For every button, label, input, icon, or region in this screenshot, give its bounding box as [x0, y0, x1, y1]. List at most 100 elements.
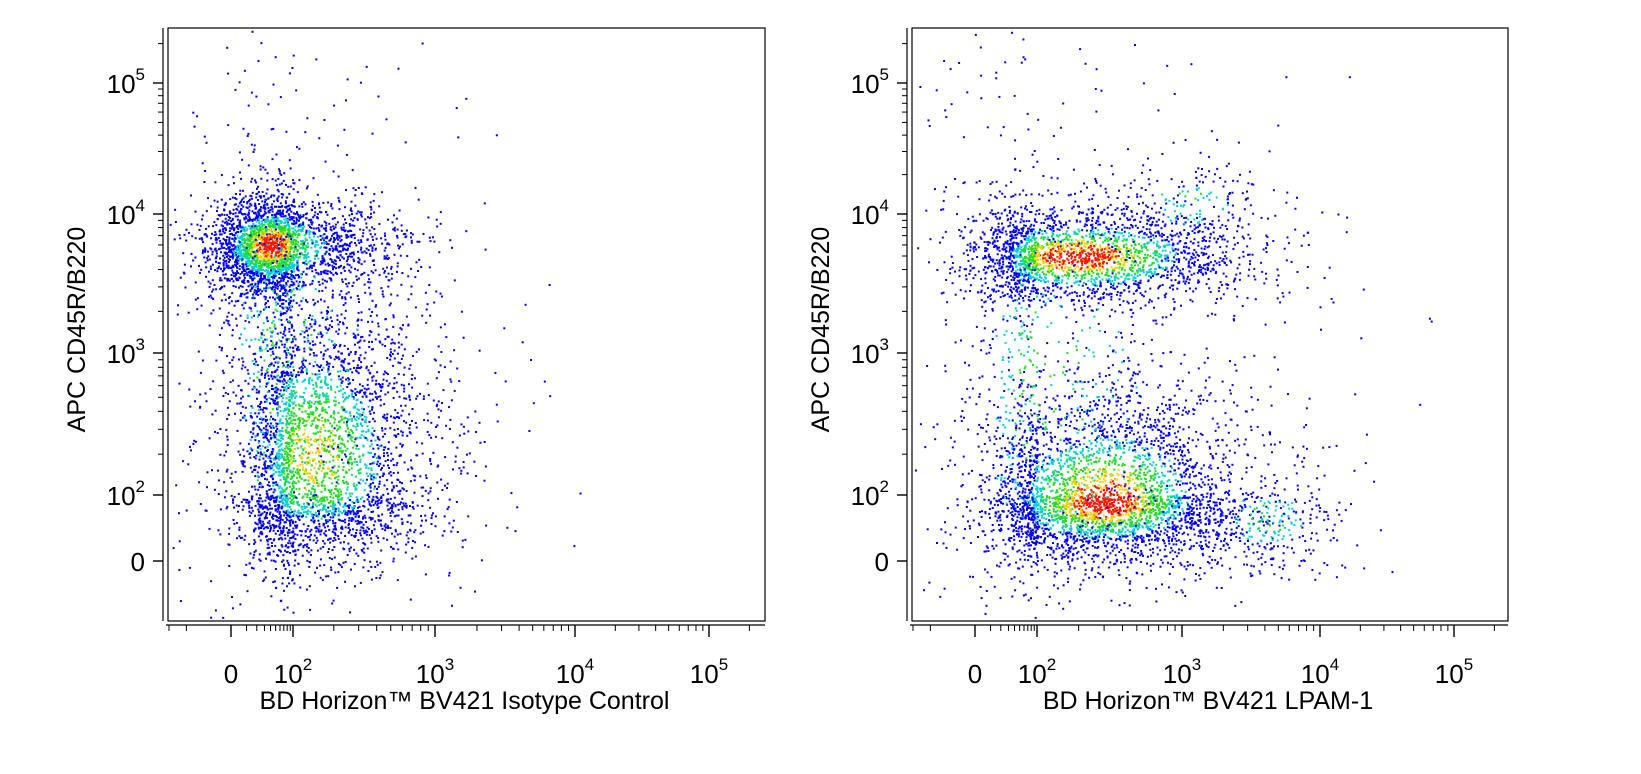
event-point: [386, 524, 389, 527]
event-point: [266, 218, 269, 221]
event-point: [332, 516, 335, 519]
event-point: [368, 420, 371, 423]
event-point: [230, 255, 233, 258]
event-point: [308, 327, 311, 330]
event-point: [209, 265, 212, 268]
event-point: [297, 314, 300, 317]
event-point: [334, 245, 337, 248]
event-point: [239, 221, 241, 224]
event-point: [332, 434, 335, 437]
event-point: [332, 522, 335, 525]
event-point: [279, 271, 282, 273]
event-point: [266, 245, 268, 248]
event-point: [296, 349, 299, 352]
event-point: [305, 267, 308, 270]
event-point: [283, 330, 286, 333]
event-point: [259, 497, 262, 500]
event-point: [227, 278, 230, 280]
event-point: [372, 504, 375, 507]
event-point: [333, 513, 336, 516]
event-point: [374, 396, 377, 399]
event-point: [206, 259, 209, 262]
event-point: [313, 482, 316, 484]
event-point: [255, 465, 257, 468]
event-point: [342, 393, 345, 396]
event-point: [271, 350, 274, 353]
event-point: [308, 405, 311, 408]
event-point: [243, 249, 245, 252]
event-point: [304, 387, 307, 390]
event-point: [253, 363, 256, 365]
event-point: [361, 454, 364, 457]
event-point: [317, 202, 320, 205]
event-point: [291, 401, 294, 404]
event-point: [346, 425, 349, 428]
event-point: [402, 502, 405, 505]
event-point: [333, 546, 336, 548]
event-point: [259, 247, 262, 250]
event-point: [245, 229, 248, 232]
event-point: [288, 253, 291, 255]
event-point: [395, 514, 398, 517]
event-point: [271, 523, 274, 526]
event-point: [270, 398, 273, 401]
event-point: [313, 419, 315, 422]
event-point: [280, 257, 283, 260]
event-point: [279, 268, 281, 271]
event-point: [346, 243, 348, 246]
event-point: [372, 271, 375, 274]
event-point: [383, 484, 386, 487]
event-point: [286, 452, 289, 455]
event-point: [227, 267, 230, 270]
event-point: [280, 244, 283, 246]
event-point: [237, 228, 240, 230]
event-point: [248, 247, 251, 250]
event-point: [225, 507, 228, 510]
event-point: [272, 399, 275, 402]
event-point: [274, 235, 277, 238]
event-point: [233, 240, 236, 243]
event-point: [395, 381, 398, 384]
event-point: [264, 201, 266, 203]
event-point: [263, 251, 266, 254]
event-point: [302, 257, 305, 260]
event-point: [319, 464, 321, 467]
event-point: [257, 405, 260, 408]
event-point: [212, 309, 215, 312]
event-point: [286, 253, 289, 256]
event-point: [302, 221, 305, 224]
event-point: [269, 457, 272, 460]
event-point: [275, 245, 277, 248]
event-point: [266, 216, 269, 219]
event-point: [393, 229, 396, 232]
event-point: [268, 306, 270, 309]
event-point: [273, 364, 275, 367]
event-point: [311, 340, 314, 343]
event-point: [228, 527, 231, 530]
event-point: [244, 270, 247, 273]
event-point: [307, 340, 310, 343]
event-point: [322, 508, 325, 511]
event-point: [242, 252, 245, 255]
event-point: [257, 211, 260, 214]
event-point: [264, 515, 267, 518]
event-point: [354, 486, 357, 489]
event-point: [310, 477, 313, 480]
event-point: [341, 256, 344, 259]
event-point: [394, 528, 397, 531]
event-point: [336, 221, 339, 224]
event-point: [285, 271, 288, 274]
event-point: [249, 202, 252, 205]
event-point: [332, 471, 335, 474]
event-point: [371, 299, 374, 302]
event-point: [264, 269, 266, 272]
event-point: [311, 520, 314, 523]
event-point: [284, 326, 286, 329]
event-point: [379, 385, 382, 388]
event-point: [423, 419, 426, 422]
event-point: [333, 399, 335, 402]
event-point: [393, 428, 396, 431]
event-point: [295, 525, 298, 528]
event-point: [317, 528, 320, 531]
event-point: [248, 269, 251, 272]
